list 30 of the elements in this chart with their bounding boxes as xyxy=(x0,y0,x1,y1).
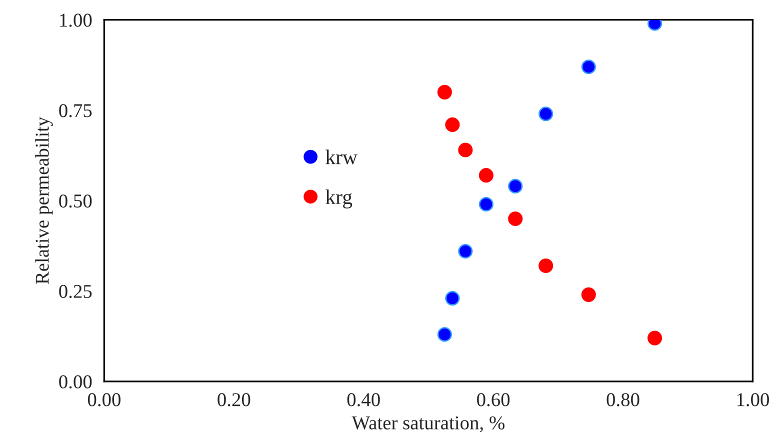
legend-label: krg xyxy=(326,189,352,208)
y-tick-label: 0.75 xyxy=(59,104,92,118)
point xyxy=(437,327,452,342)
x-axis-title: Water saturation, % xyxy=(352,416,504,432)
y-tick-label: 0.50 xyxy=(59,194,92,208)
point xyxy=(478,168,494,183)
x-tick-label: 1.00 xyxy=(737,393,769,406)
y-axis-title: Relative permeability xyxy=(35,116,53,284)
point xyxy=(445,117,460,132)
point xyxy=(478,196,494,212)
point xyxy=(445,291,460,306)
point xyxy=(647,330,662,346)
y-tick-label: 0.25 xyxy=(59,284,92,298)
point xyxy=(538,106,554,122)
point xyxy=(508,211,523,226)
point xyxy=(538,258,554,274)
point xyxy=(458,142,473,158)
point xyxy=(458,244,473,259)
point xyxy=(437,84,452,100)
y-tick-label: 1.00 xyxy=(60,14,92,27)
point xyxy=(581,60,596,74)
y-tick-label: 0.00 xyxy=(59,375,92,388)
point xyxy=(508,178,523,194)
x-tick-label: 0.20 xyxy=(218,393,250,406)
legend-label: krw xyxy=(326,150,358,164)
point xyxy=(581,287,596,302)
x-tick-label: 0.60 xyxy=(477,393,510,406)
x-tick-label: 0.80 xyxy=(606,393,640,406)
x-tick-label: 0.40 xyxy=(347,393,380,406)
x-tick-label: 0.00 xyxy=(88,393,120,406)
